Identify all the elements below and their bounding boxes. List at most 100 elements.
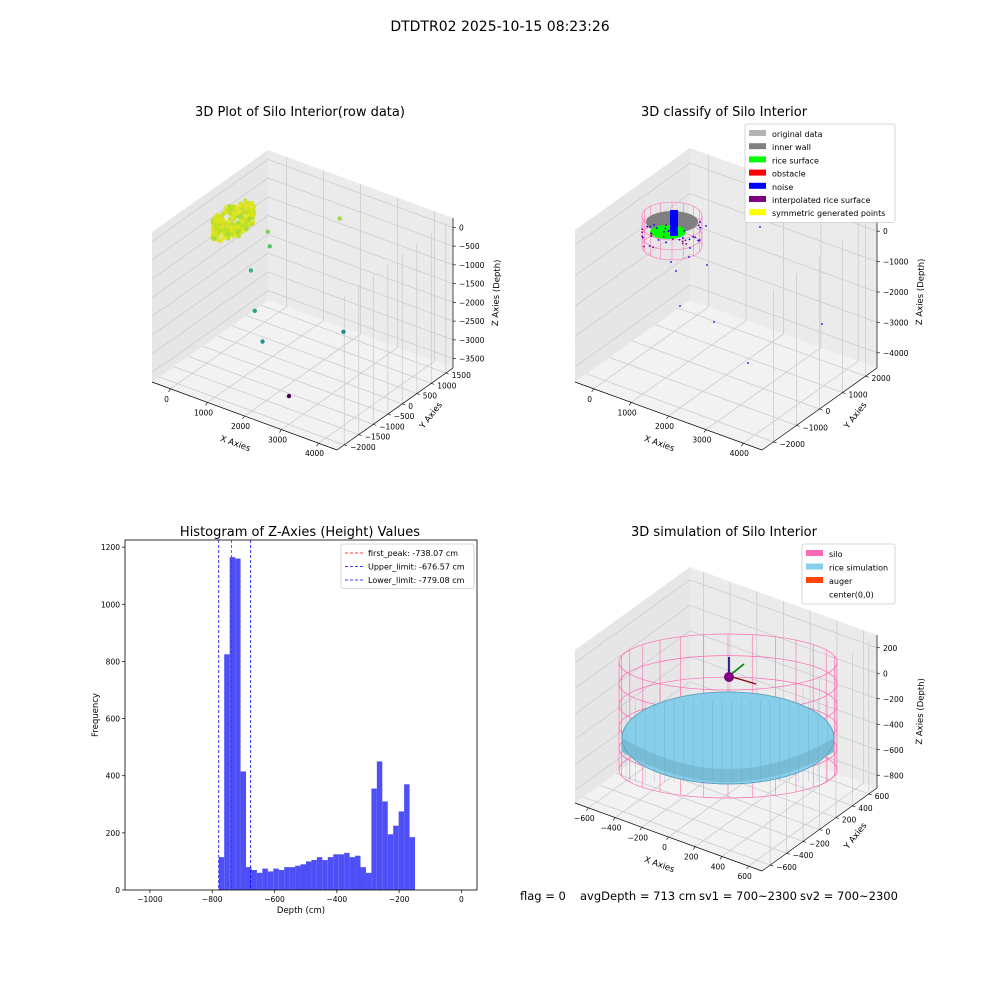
x-tick-label: −800 (202, 895, 223, 904)
raw-point (244, 214, 249, 219)
gridline (574, 284, 878, 368)
x-tick (703, 429, 707, 433)
histogram-bar (371, 788, 377, 890)
plot-area (125, 540, 477, 890)
x-tick (205, 402, 208, 406)
panel-classify-3d: 3D classify of Silo Interior 0 1000 2000 30… (574, 105, 927, 458)
y-tick-label: −1000 (803, 423, 829, 432)
raw-point (213, 223, 218, 229)
y-tick (416, 393, 420, 395)
gridline (574, 579, 878, 664)
classify-point (694, 236, 697, 239)
x-tick (316, 443, 319, 447)
y-axis-label: Y Axies (842, 821, 870, 853)
histogram-bar (404, 784, 410, 890)
rice-simulation-side (622, 738, 834, 782)
z-tick-label: −1500 (459, 280, 485, 289)
classify-point (684, 239, 687, 242)
y-tick (387, 413, 391, 416)
noise-point (670, 261, 672, 263)
x-tick (666, 415, 669, 420)
histogram-legend-label: first_peak: -738.07 cm (368, 549, 458, 558)
y-tick-label: 0 (826, 828, 831, 837)
x-tick-label: −600 (574, 814, 595, 823)
simulation-legend-swatch (806, 577, 823, 583)
y-tick (402, 403, 406, 406)
simulation-legend-label: rice simulation (829, 564, 888, 573)
y-tick (358, 434, 362, 436)
y-tick-label: −1500 (365, 433, 391, 442)
classify-point (664, 227, 667, 230)
raw-point (238, 218, 244, 224)
x-tick (741, 443, 744, 447)
gridline (705, 195, 822, 430)
histogram-bar (224, 654, 230, 890)
x-axis-label: X Axies (643, 855, 676, 875)
z-tick-label: −1000 (883, 258, 909, 267)
raw-point (250, 212, 256, 217)
y-tick (802, 841, 807, 843)
histogram-bar (262, 868, 268, 890)
x-tick-label: 400 (711, 862, 726, 871)
raw-point (246, 217, 252, 222)
noise-point (689, 247, 691, 249)
classify-point (652, 246, 655, 249)
raw-point (230, 214, 235, 220)
histogram-bar (349, 857, 356, 890)
z-tick-label: −400 (883, 720, 904, 729)
outlier-point (252, 308, 257, 314)
noise-point (699, 221, 701, 223)
z-tick-label: −1000 (459, 261, 485, 270)
classify-point (698, 239, 701, 241)
y-tick (835, 817, 840, 819)
gridline (743, 209, 859, 444)
classify-legend-label: inner wall (772, 143, 811, 152)
noise-point (688, 256, 690, 258)
raw-point (235, 229, 240, 235)
panel-histogram-title: Histogram of Z-Axies (Height) Values (180, 525, 420, 540)
classify-legend-label: symmetric generated points (772, 209, 885, 218)
status-avg-depth: avgDepth = 713 cm (580, 889, 696, 903)
raw-point (230, 204, 236, 209)
histogram-bar (229, 557, 236, 890)
y-tick (796, 425, 800, 427)
histogram-bar (338, 854, 345, 890)
histogram-bar (327, 857, 334, 890)
gridline (574, 193, 878, 276)
raw-point (240, 228, 246, 234)
y-tick-label: −200 (809, 839, 830, 848)
classify-point (657, 239, 660, 241)
y-tick-label: 200 (106, 829, 121, 838)
y-tick-label: 1200 (101, 543, 120, 552)
status-sv1: sv1 = 700~2300 (699, 889, 797, 903)
z-tick-label: 0 (459, 223, 464, 232)
simulation-legend-swatch (806, 563, 823, 570)
x-tick-label: −400 (601, 824, 622, 833)
y-tick (373, 424, 377, 426)
panel-raw-title: 3D Plot of Silo Interior(row data) (195, 105, 405, 120)
histogram-bar (295, 865, 301, 890)
histogram-bar (360, 867, 366, 890)
raw-point (225, 220, 231, 225)
z-tick-label: −600 (883, 746, 904, 755)
y-tick (431, 383, 435, 385)
classify-point (642, 245, 645, 248)
classify-point (653, 223, 656, 226)
classify-point (683, 229, 685, 232)
raw-point (225, 231, 230, 237)
histogram-bar (278, 870, 285, 890)
x-tick (746, 865, 749, 870)
x-tick-label: 0 (459, 895, 464, 904)
x-tick-label: 1000 (618, 408, 637, 417)
x-tick (719, 856, 723, 860)
gridline (151, 177, 454, 261)
histogram-bar (284, 867, 290, 890)
y-tick-label: 400 (858, 804, 873, 813)
gridline (151, 215, 454, 298)
y-tick-label: 0 (408, 402, 413, 411)
panel-simulation-title: 3D simulation of Silo Interior (631, 525, 818, 540)
z-tick-label: 200 (883, 644, 898, 653)
histogram-bar (333, 854, 339, 890)
z-tick-label: −2000 (883, 288, 909, 297)
raw-point (226, 209, 232, 215)
